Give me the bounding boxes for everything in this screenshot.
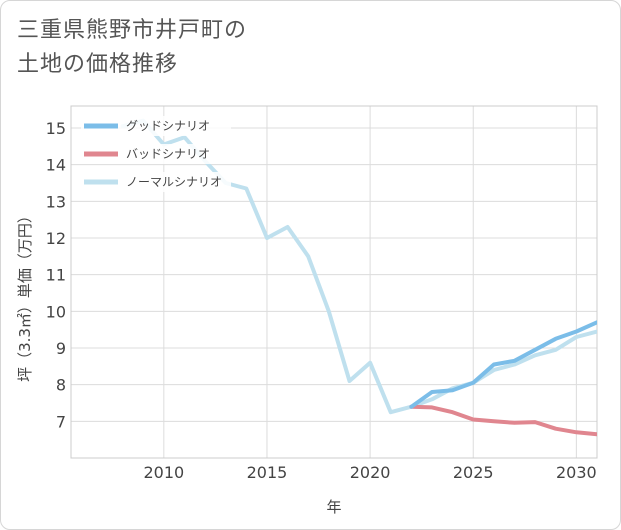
legend-bg xyxy=(81,172,231,192)
x-tick-label: 2010 xyxy=(143,463,184,482)
y-axis-ticks: 7 8 9 10 11 12 13 14 15 xyxy=(46,119,66,431)
legend-bg xyxy=(81,144,231,164)
y-tick-label: 10 xyxy=(46,302,66,321)
chart-title: 三重県熊野市井戸町の 土地の価格推移 xyxy=(17,14,247,82)
x-tick-label: 2025 xyxy=(453,463,494,482)
y-tick-label: 7 xyxy=(56,412,66,431)
plot-area xyxy=(70,105,598,459)
legend-label: バッドシナリオ xyxy=(126,147,210,161)
series-group xyxy=(120,118,597,437)
y-tick-label: 12 xyxy=(46,229,66,248)
y-tick-label: 13 xyxy=(46,192,66,211)
y-tick-label: 11 xyxy=(46,266,66,285)
grid xyxy=(71,106,597,458)
x-axis-label: 年 xyxy=(326,498,341,516)
legend-bg xyxy=(81,116,231,136)
x-tick-label: 2015 xyxy=(247,463,288,482)
y-tick-label: 14 xyxy=(46,156,66,175)
legend-label: グッドシナリオ xyxy=(126,119,210,133)
x-axis-ticks: 2010 2015 2020 2025 2030 xyxy=(143,463,596,482)
chart-title-line-2: 土地の価格推移 xyxy=(17,52,179,77)
y-axis-label: 坪（3.3㎡）単価（万円） xyxy=(16,208,34,382)
legend-label: ノーマルシナリオ xyxy=(126,175,222,189)
series-line-0 xyxy=(409,320,597,409)
series-line-1 xyxy=(409,404,597,437)
y-tick-label: 8 xyxy=(56,376,66,395)
y-tick-label: 9 xyxy=(56,339,66,358)
chart-title-line-1: 三重県熊野市井戸町の xyxy=(17,18,248,43)
y-tick-label: 15 xyxy=(46,119,66,138)
x-tick-label: 2030 xyxy=(556,463,597,482)
x-tick-label: 2020 xyxy=(350,463,391,482)
